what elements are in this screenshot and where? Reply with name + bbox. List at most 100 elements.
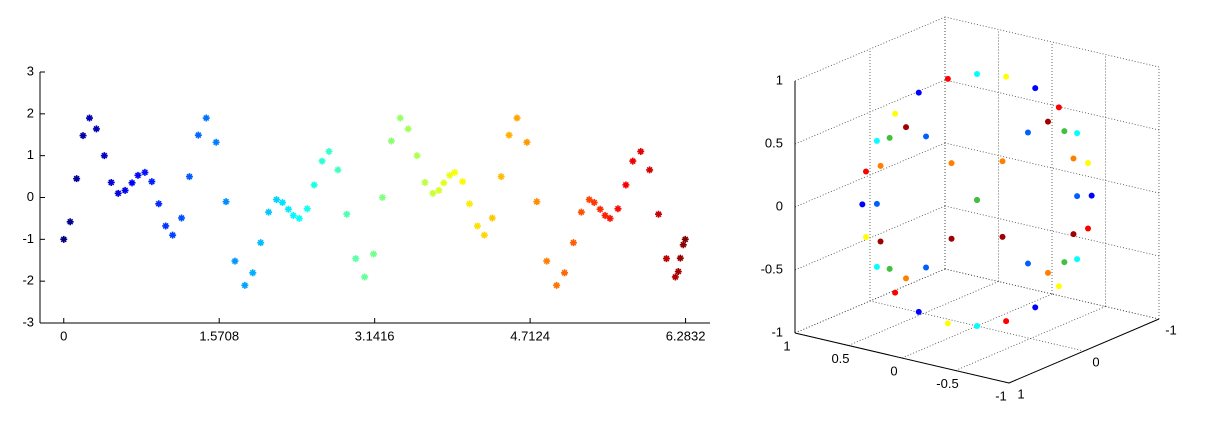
- marker: [284, 205, 292, 213]
- point: [1070, 155, 1077, 162]
- axis-line: [794, 332, 1010, 384]
- point: [1088, 192, 1095, 199]
- point: [862, 168, 869, 175]
- marker: [662, 255, 670, 263]
- point: [923, 133, 930, 140]
- point: [948, 235, 955, 242]
- point: [892, 110, 899, 117]
- point: [1074, 256, 1081, 263]
- point: [903, 275, 910, 282]
- marker: [378, 194, 386, 201]
- point: [1074, 130, 1081, 137]
- point: [1032, 85, 1039, 92]
- grid-line: [794, 268, 946, 334]
- z-tick-label: 1: [776, 72, 783, 87]
- marker: [606, 214, 614, 222]
- marker: [169, 231, 177, 239]
- marker: [676, 254, 684, 262]
- grid-line: [944, 79, 1160, 131]
- marker: [85, 114, 93, 122]
- marker: [440, 179, 448, 187]
- marker: [100, 152, 108, 160]
- marker: [231, 257, 239, 265]
- marker: [257, 239, 265, 247]
- marker: [273, 196, 281, 204]
- marker: [646, 166, 654, 174]
- x-tick-label: 6.2832: [666, 328, 706, 343]
- marker: [421, 178, 429, 186]
- marker: [577, 208, 585, 216]
- marker: [480, 231, 488, 239]
- marker: [674, 268, 682, 276]
- y-tick-label: -3: [22, 314, 34, 329]
- point: [974, 197, 980, 203]
- marker: [121, 186, 129, 194]
- marker: [60, 235, 68, 243]
- point: [1024, 260, 1031, 267]
- point: [948, 160, 955, 167]
- marker: [148, 178, 156, 186]
- point: [944, 75, 951, 82]
- point: [915, 89, 922, 96]
- y-tick-label: -2: [22, 273, 34, 288]
- y-tick-label: 3: [27, 63, 34, 78]
- z-tick-label: 0.5: [765, 135, 783, 150]
- x-tick-label: 4.7124: [510, 328, 550, 343]
- y-tick-label: 1: [27, 147, 34, 162]
- marker: [590, 199, 598, 207]
- point: [999, 233, 1006, 240]
- point: [944, 320, 951, 327]
- point: [886, 265, 893, 272]
- marker: [222, 198, 230, 206]
- marker: [162, 222, 170, 230]
- marker: [459, 178, 467, 186]
- marker: [107, 178, 115, 186]
- marker: [265, 208, 273, 216]
- point: [1024, 129, 1031, 136]
- marker: [178, 214, 186, 222]
- marker: [533, 198, 541, 206]
- marker: [601, 211, 609, 219]
- marker: [134, 171, 142, 179]
- marker: [446, 171, 454, 179]
- grid-line: [944, 16, 1160, 68]
- marker: [561, 269, 569, 277]
- marker: [569, 239, 577, 247]
- point: [1003, 73, 1010, 80]
- y-tick-label: 1: [1017, 386, 1024, 401]
- marker: [295, 214, 303, 222]
- marker: [310, 181, 318, 189]
- point: [1085, 225, 1092, 232]
- marker: [671, 273, 679, 281]
- point: [892, 289, 899, 296]
- marker: [155, 200, 163, 208]
- x-tick-label: 0: [60, 328, 67, 343]
- marker: [370, 250, 378, 258]
- marker: [212, 138, 220, 146]
- y-tick-label: 0: [27, 189, 34, 204]
- point: [1055, 283, 1062, 290]
- point: [1074, 193, 1081, 200]
- point: [999, 158, 1006, 165]
- marker: [79, 132, 87, 140]
- marker: [249, 269, 257, 277]
- x-tick-label: 0: [890, 363, 897, 378]
- x-tick-label: 0.5: [831, 351, 849, 366]
- grid-line: [848, 281, 999, 346]
- axis-line: [1008, 318, 1160, 384]
- point: [886, 134, 893, 141]
- marker: [435, 186, 443, 194]
- marker: [66, 218, 74, 226]
- marker: [543, 257, 551, 265]
- point: [1003, 318, 1010, 325]
- point: [1085, 159, 1092, 166]
- marker: [194, 131, 202, 139]
- marker: [325, 147, 333, 155]
- marker: [553, 281, 561, 289]
- x-tick-label: -0.5: [936, 376, 958, 391]
- y-tick-label: -1: [1165, 322, 1177, 337]
- point: [873, 137, 880, 144]
- marker: [278, 199, 286, 207]
- marker: [92, 125, 100, 133]
